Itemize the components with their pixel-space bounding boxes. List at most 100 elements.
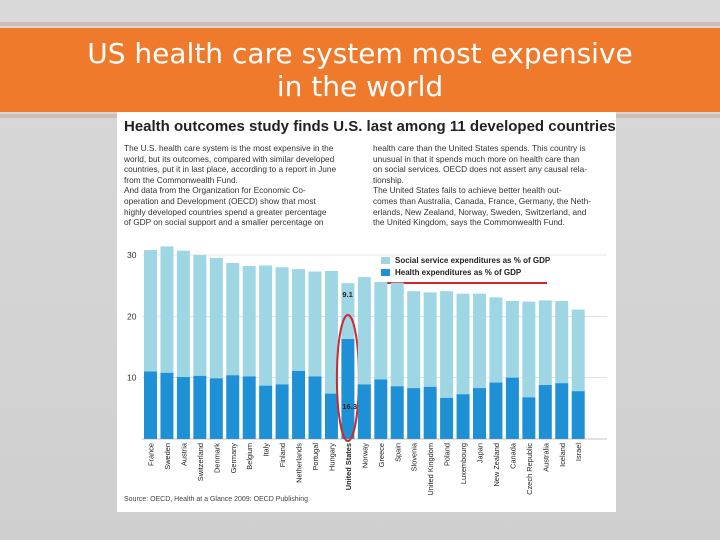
bar-health	[571, 391, 585, 439]
bar-health	[341, 339, 355, 439]
text-line: And data from the Organization for Econo…	[124, 185, 306, 196]
text-line: health care than the United States spend…	[373, 143, 586, 153]
figure-headline: Health outcomes study finds U.S. last am…	[124, 118, 616, 135]
bar-social	[193, 255, 207, 376]
text-line: on social services. OECD does not assert…	[373, 164, 587, 175]
x-tick-label: Japan	[476, 443, 485, 463]
x-tick-label: Netherlands	[295, 443, 304, 483]
x-tick-label: Iceland	[558, 443, 567, 467]
bar-health	[226, 375, 240, 439]
x-tick-label: United Kingdom	[426, 443, 435, 496]
x-tick-label: Denmark	[212, 443, 221, 473]
legend-label-social: Social service expenditures as % of GDP	[395, 256, 551, 265]
bar-health	[160, 372, 174, 439]
bar-health	[440, 397, 454, 439]
bar-health	[390, 386, 404, 439]
bar-social	[473, 293, 486, 389]
bar-social	[423, 292, 437, 387]
slide-title: US health care system most expensive in …	[0, 37, 720, 103]
bar-social	[275, 267, 289, 385]
bar-social	[456, 293, 470, 395]
bar-health	[308, 376, 322, 439]
bar-social	[259, 265, 273, 386]
bar-health	[473, 388, 486, 439]
text-line: The U.S. health care system is the most …	[124, 143, 334, 153]
y-tick-label: 30	[127, 250, 137, 260]
x-tick-label: Germany	[229, 443, 238, 474]
bar-health	[538, 385, 552, 439]
x-tick-label: France	[147, 443, 156, 466]
x-tick-label: Italy	[262, 443, 271, 457]
bar-social	[160, 246, 174, 373]
text-line: of GDP on social support and a smaller p…	[124, 217, 324, 228]
x-tick-label: Belgium	[245, 443, 254, 470]
text-line: countries, put it in last place, accordi…	[124, 164, 337, 175]
text-line: unusual in that it spends much more on h…	[373, 153, 580, 164]
text-line: world, but its outcomes, compared with s…	[124, 153, 335, 164]
bar-social	[324, 270, 338, 394]
bar-health	[144, 371, 157, 439]
title-banner: US health care system most expensive in …	[0, 28, 720, 112]
bar-social	[538, 300, 552, 386]
x-tick-label: Australia	[541, 442, 550, 472]
bar-health	[357, 384, 371, 439]
annotation-health: 16.3	[342, 402, 357, 411]
bar-health	[555, 383, 569, 439]
bar-social	[357, 277, 371, 385]
x-tick-label: Austria	[179, 442, 188, 466]
x-tick-label: Hungary	[327, 443, 336, 471]
bar-health	[489, 382, 503, 439]
bar-health	[209, 378, 223, 439]
legend-swatch-health	[381, 269, 390, 276]
text-column-right: health care than the United States spend…	[373, 143, 613, 228]
bar-social	[144, 250, 157, 372]
text-line: the United Kingdom, says the Commonwealt…	[373, 217, 565, 228]
bar-health	[275, 384, 289, 439]
bar-health	[176, 377, 190, 439]
x-tick-label: Sweden	[163, 443, 172, 470]
slide-title-line1: US health care system most expensive	[87, 37, 633, 70]
bar-social	[176, 250, 190, 378]
bar-social	[522, 301, 536, 398]
text-line: operation and Development (OECD) show th…	[124, 195, 316, 206]
bar-health	[407, 388, 421, 439]
legend-label-health: Health expenditures as % of GDP	[395, 268, 522, 277]
bar-social	[440, 291, 454, 398]
text-line: The United States fails to achieve bette…	[373, 185, 562, 196]
x-tick-label: United States	[344, 443, 353, 490]
x-tick-label: Switzerland	[196, 443, 205, 481]
text-line: from the Commonwealth Fund.	[124, 174, 238, 185]
x-tick-label: Spain	[393, 443, 402, 462]
bar-social	[209, 258, 223, 379]
x-tick-label: Portugal	[311, 443, 320, 471]
x-tick-label: Luxembourg	[459, 443, 468, 484]
bar-social	[341, 283, 355, 340]
bar-health	[193, 375, 207, 439]
slide-title-line2: in the world	[276, 70, 444, 103]
bar-social	[489, 297, 503, 383]
bar-social	[292, 269, 306, 371]
bar-social	[407, 291, 421, 389]
x-tick-label: Israel	[574, 443, 583, 461]
bar-social	[555, 301, 569, 384]
bar-health	[423, 386, 437, 439]
text-column-left: The U.S. health care system is the most …	[124, 143, 369, 228]
bar-health	[242, 376, 256, 439]
bar-social	[505, 301, 519, 378]
text-line: tionship.	[373, 174, 404, 185]
source-note: Source: OECD, Health at a Glance 2009: O…	[124, 496, 309, 503]
bar-social	[390, 282, 404, 387]
bar-health	[374, 379, 388, 439]
text-line: comes than Australia, Canada, France, Ge…	[373, 195, 591, 206]
bar-health	[324, 393, 338, 439]
top-stripe	[0, 22, 720, 26]
x-tick-label: Norway	[360, 443, 369, 468]
bar-social	[374, 281, 388, 380]
legend-swatch-social	[381, 257, 390, 264]
bar-health	[292, 370, 306, 439]
bar-health	[259, 385, 273, 439]
text-line: erlands, New Zealand, Norway, Sweden, Sw…	[373, 206, 587, 217]
x-tick-label: Finland	[278, 443, 287, 467]
y-tick-label: 10	[127, 373, 137, 383]
bar-social	[571, 309, 585, 392]
